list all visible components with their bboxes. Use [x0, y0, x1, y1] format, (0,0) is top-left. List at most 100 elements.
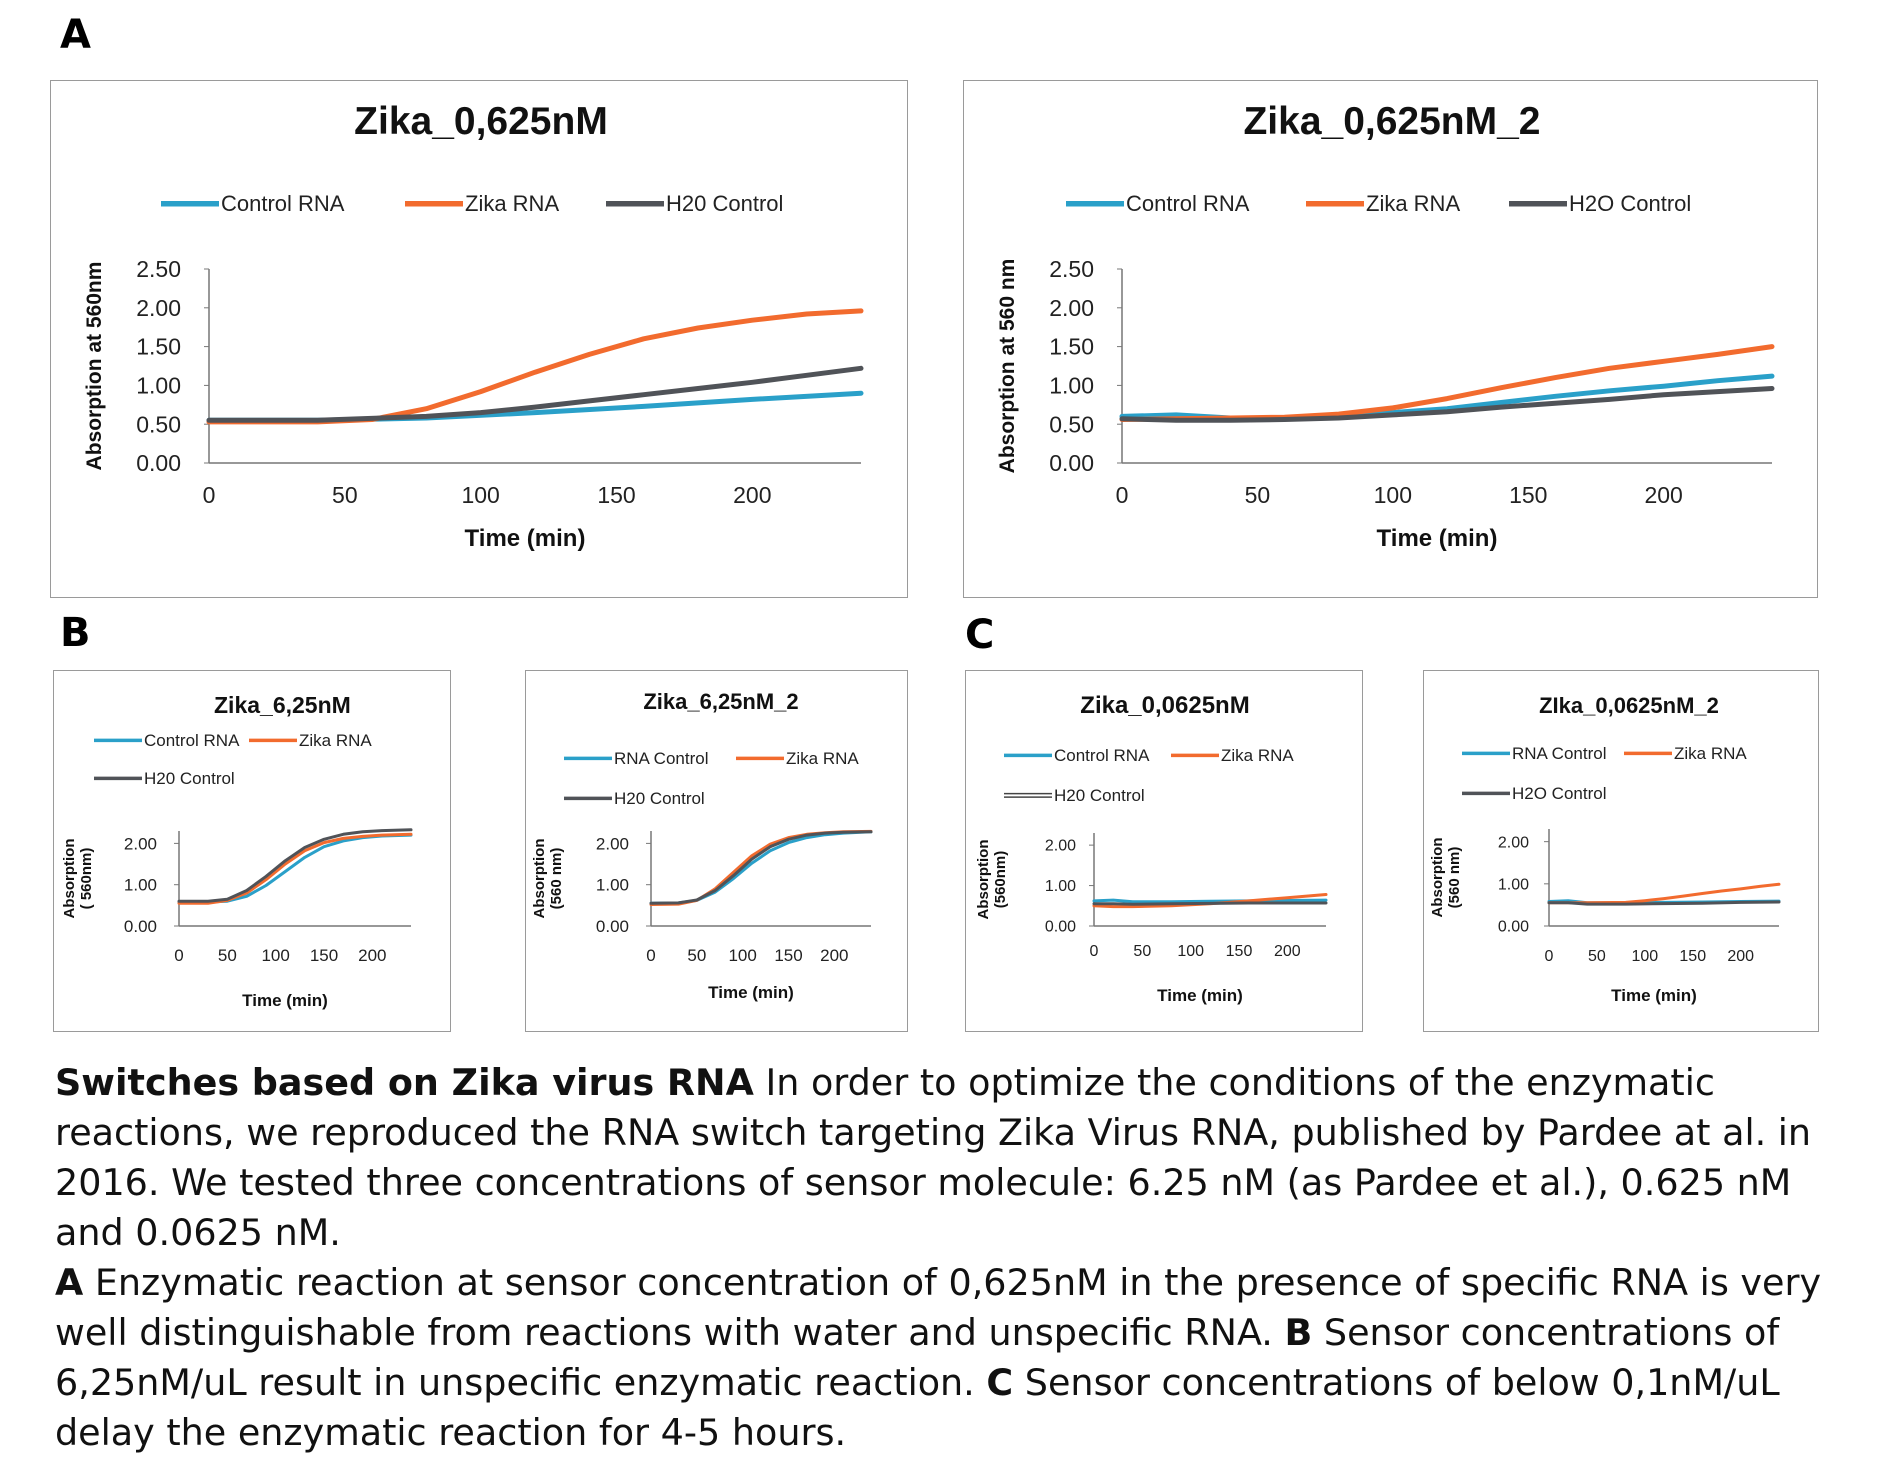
- chart-svg: Zika_6,25nM Control RNA Zika RNA H20 Contro…: [61, 692, 413, 1010]
- y-tick-label: 1.00: [124, 876, 157, 895]
- panel-label-a: A: [60, 12, 91, 58]
- x-tick-label: 200: [820, 946, 848, 965]
- y-axis-label: (560 nm): [1446, 847, 1463, 909]
- chart-svg: Zika_0,625nM_2 Control RNA Zika RNA H2O Con…: [996, 100, 1775, 552]
- x-tick-label: 150: [597, 482, 635, 508]
- chart-zika-625nm-2: Zika_6,25nM_2 RNA Control Zika RNA H20 Cont…: [525, 670, 908, 1032]
- legend-label-h2o: H2O Control: [1569, 191, 1691, 216]
- x-tick-label: 150: [774, 946, 802, 965]
- y-tick-label: 2.00: [1045, 838, 1076, 855]
- x-tick-label: 0: [174, 946, 183, 965]
- x-axis-label: Time (min): [1377, 525, 1498, 552]
- chart-zika-00625nm-2: ZIka_0,0625nM_2 RNA Control Zika RNA H2O Co…: [1423, 670, 1819, 1032]
- figure-caption: Switches based on Zika virus RNA In orde…: [55, 1058, 1855, 1458]
- legend-label-zika: Zika RNA: [1674, 744, 1747, 763]
- y-tick-label: 2.00: [124, 834, 157, 853]
- y-tick-label: 0.50: [136, 411, 181, 437]
- legend-label-h2o: H20 Control: [1054, 786, 1145, 805]
- y-tick-label: 1.00: [136, 372, 181, 398]
- x-tick-label: 50: [332, 482, 358, 508]
- series-line-zika: [177, 832, 413, 905]
- y-tick-label: 0.00: [124, 917, 157, 936]
- x-tick-label: 0: [203, 482, 216, 508]
- x-axis-label: Time (min): [465, 525, 586, 552]
- y-tick-label: 2.50: [136, 256, 181, 282]
- chart-title: ZIka_0,0625nM_2: [1539, 693, 1719, 718]
- x-tick-label: 50: [1245, 482, 1271, 508]
- x-tick-label: 100: [261, 946, 289, 965]
- y-axis-label: (560 nm): [548, 848, 565, 910]
- legend-label-control: Control RNA: [1126, 191, 1250, 216]
- y-tick-label: 1.00: [1045, 878, 1076, 895]
- y-tick-label: 0.00: [1498, 919, 1529, 936]
- x-tick-label: 0: [1545, 948, 1554, 965]
- caption-text-b: Sensor concentrations of 6,25nM/uL resul…: [55, 1311, 1780, 1404]
- x-tick-label: 200: [733, 482, 771, 508]
- chart-zika-0625nm-2: Zika_0,625nM_2 Control RNA Zika RNA H2O Con…: [963, 80, 1818, 598]
- legend-label-control: RNA Control: [1512, 744, 1606, 763]
- legend-label-h2o: H20 Control: [666, 191, 783, 216]
- series-line-h2o: [1547, 900, 1781, 906]
- series-line-control: [1092, 898, 1328, 904]
- x-axis-label: Time (min): [242, 991, 328, 1010]
- x-tick-label: 0: [1090, 943, 1099, 960]
- y-tick-label: 0.00: [136, 450, 181, 476]
- chart-title: Zika_6,25nM_2: [643, 689, 798, 714]
- panel-label-b: B: [60, 610, 91, 656]
- x-tick-label: 100: [461, 482, 499, 508]
- y-axis-label: ( 560nm): [78, 848, 95, 910]
- caption-label-a: A: [55, 1261, 84, 1304]
- legend-label-control: Control RNA: [221, 191, 345, 216]
- x-tick-label: 0: [646, 946, 655, 965]
- y-tick-label: 2.00: [1049, 295, 1094, 321]
- y-axis-label: Absorption: [531, 839, 548, 919]
- series-line-zika: [649, 829, 873, 906]
- y-tick-label: 1.50: [136, 334, 181, 360]
- y-tick-label: 1.00: [1049, 372, 1094, 398]
- y-tick-label: 1.00: [1498, 876, 1529, 893]
- x-tick-label: 100: [1631, 948, 1658, 965]
- caption-intro: In order to optimize the conditions of t…: [55, 1061, 1812, 1254]
- x-tick-label: 200: [1274, 943, 1301, 960]
- legend-label-h2o: H20 Control: [614, 789, 705, 808]
- y-axis-label: Absorption at 560 nm: [996, 259, 1019, 474]
- y-tick-label: 2.00: [1498, 834, 1529, 851]
- x-tick-label: 50: [687, 946, 706, 965]
- y-tick-label: 2.00: [596, 834, 629, 853]
- x-tick-label: 150: [1509, 482, 1547, 508]
- series-line-h2o: [1092, 901, 1328, 906]
- x-tick-label: 100: [1177, 943, 1204, 960]
- y-tick-label: 0.50: [1049, 411, 1094, 437]
- legend-label-control: Control RNA: [144, 731, 240, 750]
- y-axis-label: Absorption: [1429, 838, 1446, 918]
- x-tick-label: 50: [1133, 943, 1151, 960]
- chart-zika-0625nm: Zika_0,625nM Control RNA Zika RNA H20 Contr…: [50, 80, 908, 598]
- legend-label-control: RNA Control: [614, 749, 708, 768]
- x-tick-label: 200: [1727, 948, 1754, 965]
- y-tick-label: 0.00: [596, 917, 629, 936]
- y-tick-label: 2.50: [1049, 256, 1094, 282]
- legend-label-zika: Zika RNA: [465, 191, 559, 216]
- series-line-control: [649, 830, 873, 905]
- y-tick-label: 1.50: [1049, 334, 1094, 360]
- series-line-h2o: [177, 828, 413, 903]
- chart-svg: Zika_0,625nM Control RNA Zika RNA H20 Contr…: [83, 100, 864, 552]
- chart-zika-00625nm: Zika_0,0625nM Control RNA Zika RNA H20 Cont…: [965, 670, 1363, 1032]
- y-tick-label: 2.00: [136, 295, 181, 321]
- x-axis-label: Time (min): [1157, 986, 1243, 1005]
- caption-label-c: C: [986, 1361, 1014, 1404]
- chart-svg: ZIka_0,0625nM_2 RNA Control Zika RNA H2O Co…: [1429, 693, 1781, 1005]
- x-tick-label: 150: [310, 946, 338, 965]
- y-axis-label: Absorption: [61, 839, 78, 919]
- legend-label-h2o: H2O Control: [1512, 784, 1606, 803]
- y-tick-label: 0.00: [1049, 450, 1094, 476]
- legend-label-zika: Zika RNA: [786, 749, 859, 768]
- x-tick-label: 50: [218, 946, 237, 965]
- legend-label-h2o: H20 Control: [144, 769, 235, 788]
- chart-title: Zika_0,0625nM: [1080, 692, 1249, 719]
- series-line-h2o: [206, 365, 864, 423]
- series-line-h2o: [1119, 386, 1775, 423]
- x-tick-label: 150: [1679, 948, 1706, 965]
- chart-zika-625nm: Zika_6,25nM Control RNA Zika RNA H20 Contro…: [53, 670, 451, 1032]
- y-axis-label: Absorption at 560nm: [83, 262, 106, 471]
